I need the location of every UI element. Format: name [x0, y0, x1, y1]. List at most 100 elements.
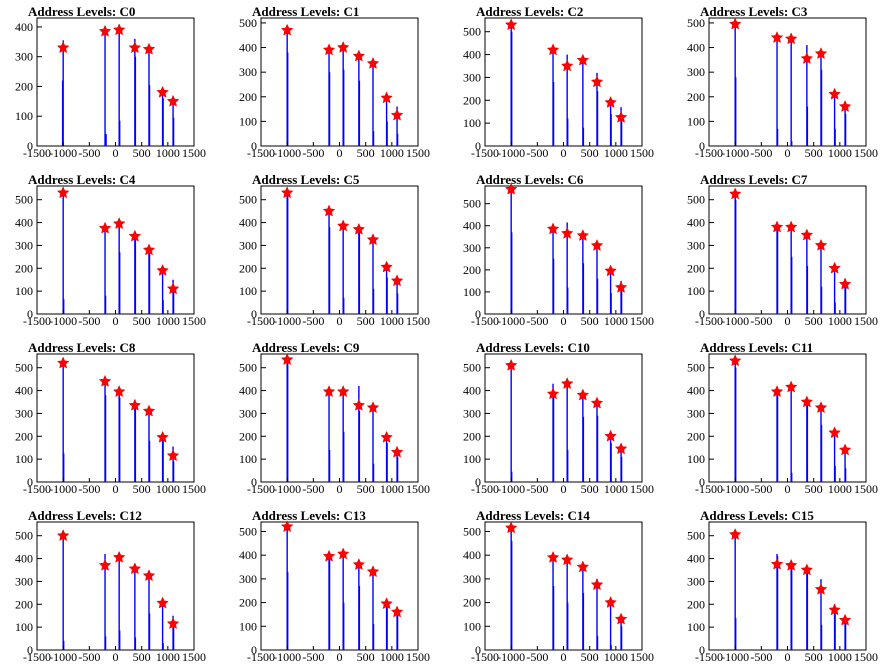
chart-svg: -1500-1000 -500 0 500 1000 1500 0 100 200 300 400 5… [15, 185, 206, 328]
chart-title: Address Levels: C13 [252, 508, 366, 523]
y-tick-label: 500 [15, 529, 33, 543]
star-marker [166, 282, 180, 295]
chart-title: Address Levels: C15 [700, 508, 814, 523]
y-tick-label: 500 [463, 524, 481, 538]
y-tick-label: 0 [699, 307, 705, 321]
x-tick-label: 1000 [604, 314, 628, 328]
x-tick-label: -500 [302, 650, 324, 664]
star-marker [280, 186, 294, 199]
x-tick-label: 1500 [406, 482, 430, 496]
star-marker [366, 233, 380, 246]
x-tick-label: -1500 [247, 314, 275, 328]
y-tick-label: 300 [463, 241, 481, 255]
x-tick-label: 1000 [828, 482, 852, 496]
y-tick-label: 100 [15, 109, 33, 123]
star-marker [142, 569, 156, 582]
star-marker [838, 277, 852, 290]
star-marker [576, 229, 590, 242]
y-tick-label: 0 [475, 643, 481, 657]
star-marker [156, 263, 169, 276]
y-tick-label: 400 [239, 216, 257, 230]
x-tick-label: 0 [561, 314, 567, 328]
plot-frame [260, 185, 419, 315]
y-tick-label: 100 [239, 619, 257, 633]
star-marker [814, 401, 828, 414]
x-tick-label: -1500 [247, 482, 275, 496]
chart-title: Address Levels: C4 [28, 172, 136, 187]
x-tick-label: -1000 [721, 650, 749, 664]
chart-title: Address Levels: C10 [476, 340, 590, 355]
plot-frame [484, 185, 643, 315]
x-tick-label: 1500 [854, 482, 878, 496]
star-marker [128, 398, 142, 411]
star-marker [142, 42, 156, 55]
x-tick-label: 0 [561, 482, 567, 496]
star-marker [770, 557, 784, 570]
x-tick-label: -500 [750, 650, 772, 664]
y-tick-label: 200 [239, 90, 257, 104]
star-marker [366, 401, 380, 414]
y-tick-label: 100 [687, 114, 705, 128]
x-tick-label: 1500 [630, 146, 654, 160]
star-marker [800, 395, 814, 408]
star-marker [800, 52, 814, 64]
star-marker [728, 187, 742, 200]
x-tick-label: 500 [357, 650, 375, 664]
y-tick-label: 500 [687, 193, 705, 207]
star-marker [604, 264, 617, 277]
x-tick-label: 0 [113, 314, 119, 328]
y-tick-label: 100 [239, 114, 257, 128]
x-tick-label: -1500 [23, 314, 51, 328]
star-marker [166, 617, 180, 630]
x-tick-label: -1000 [49, 314, 77, 328]
star-marker [728, 527, 742, 540]
y-tick-label: 500 [463, 361, 481, 375]
y-tick-label: 400 [463, 548, 481, 562]
x-tick-label: -1500 [471, 314, 499, 328]
star-marker [380, 430, 393, 443]
x-tick-label: -500 [526, 482, 548, 496]
star-marker [322, 204, 336, 217]
star-marker [828, 426, 841, 439]
x-tick-label: 0 [785, 314, 791, 328]
star-marker [128, 229, 142, 242]
star-marker [142, 404, 156, 417]
x-tick-label: -1500 [247, 650, 275, 664]
plot-frame [484, 353, 643, 483]
chart-svg: -1500-1000 -500 0 500 1000 1500 0 100 200 300 400 5… [239, 353, 430, 496]
x-tick-label: -1500 [23, 482, 51, 496]
y-tick-label: 300 [463, 406, 481, 420]
x-tick-label: 0 [113, 482, 119, 496]
y-tick-label: 0 [251, 475, 257, 489]
x-tick-label: -1500 [247, 146, 275, 160]
x-tick-label: -1000 [497, 314, 525, 328]
x-tick-label: 1000 [156, 314, 180, 328]
y-tick-label: 500 [239, 193, 257, 207]
star-marker [336, 219, 350, 232]
y-tick-label: 200 [15, 597, 33, 611]
y-tick-label: 200 [463, 596, 481, 610]
star-marker [770, 220, 784, 233]
chart-title: Address Levels: C11 [700, 340, 814, 355]
x-tick-label: 1500 [854, 650, 878, 664]
chart-title: Address Levels: C5 [252, 172, 360, 187]
x-tick-label: 1000 [828, 650, 852, 664]
star-marker [156, 430, 169, 443]
y-tick-label: 400 [239, 384, 257, 398]
chart-svg: -1500-1000 -500 0 500 1000 1500 0 100 200 300 400 5… [463, 521, 654, 664]
chart-panel: Address Levels: C11 -1500 -1000 -500 0 500 100… [672, 336, 896, 504]
y-tick-label: 200 [239, 429, 257, 443]
plot-frame [36, 353, 195, 483]
y-tick-label: 100 [239, 284, 257, 298]
y-tick-label: 300 [15, 574, 33, 588]
chart-svg: -1500-1000 -500 0 500 1000 1500 0 100 200 300 400 5… [239, 16, 430, 160]
star-marker [98, 221, 112, 234]
star-marker [280, 520, 294, 533]
star-marker [576, 53, 590, 66]
x-tick-label: -1000 [49, 650, 77, 664]
x-tick-label: -500 [302, 146, 324, 160]
y-tick-label: 200 [15, 79, 33, 93]
star-marker [166, 449, 180, 462]
star-marker [590, 578, 604, 591]
